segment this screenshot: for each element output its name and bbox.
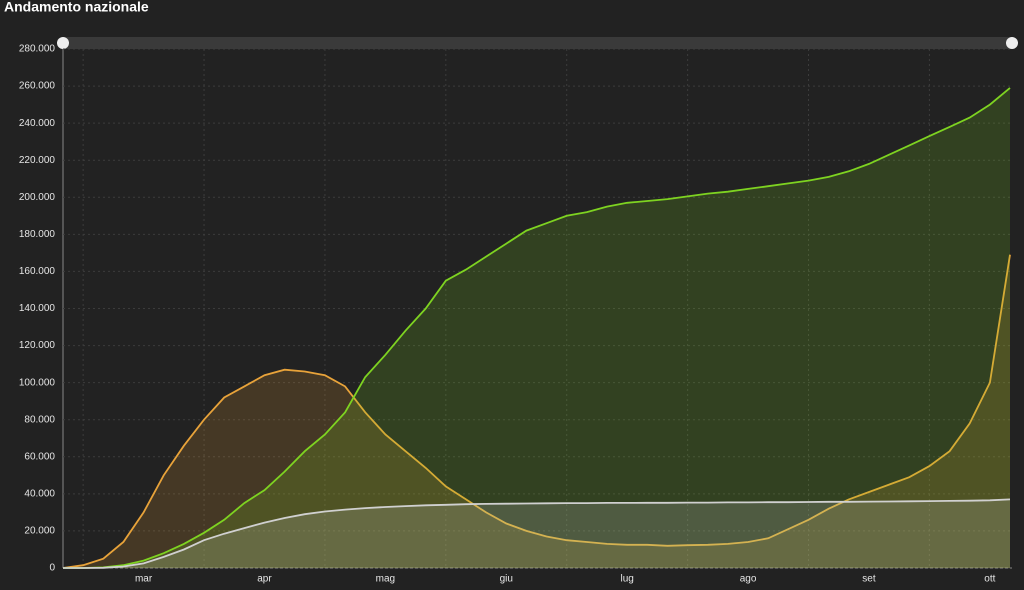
area-fill (63, 87, 1010, 569)
x-tick-label: ott (984, 574, 995, 585)
line (63, 87, 1011, 569)
y-tick-label: 160.000 (19, 266, 56, 277)
y-tick-label: 120.000 (19, 340, 56, 351)
y-tick-label: 60.000 (24, 451, 55, 462)
slider-handle-left[interactable] (57, 37, 69, 49)
y-tick-label: 140.000 (19, 303, 56, 314)
line (63, 498, 1011, 569)
x-tick-label: mar (135, 574, 153, 585)
line (62, 254, 1011, 569)
y-tick-label: 240.000 (19, 118, 56, 129)
y-tick-label: 220.000 (19, 155, 56, 166)
x-tick-label: set (862, 574, 876, 585)
y-tick-label: 200.000 (19, 192, 56, 203)
area-fill (63, 499, 1010, 568)
y-tick-label: 100.000 (19, 377, 56, 388)
x-tick-label: giu (500, 574, 513, 585)
y-tick-label: 80.000 (24, 414, 55, 425)
y-tick-label: 40.000 (24, 488, 55, 499)
area-fill (63, 254, 1010, 568)
chart-title: Andamento nazionale (4, 0, 149, 15)
y-tick-label: 260.000 (19, 81, 56, 92)
x-tick-label: mag (376, 574, 395, 585)
slider-handle-right[interactable] (1006, 37, 1018, 49)
y-tick-label: 180.000 (19, 229, 56, 240)
x-tick-label: apr (257, 574, 272, 585)
y-tick-label: 20.000 (24, 526, 55, 537)
range-slider[interactable] (63, 37, 1013, 49)
x-tick-label: ago (740, 574, 757, 585)
y-tick-label: 280.000 (19, 44, 56, 55)
y-tick-label: 0 (49, 563, 55, 574)
x-tick-label: lug (620, 574, 633, 585)
